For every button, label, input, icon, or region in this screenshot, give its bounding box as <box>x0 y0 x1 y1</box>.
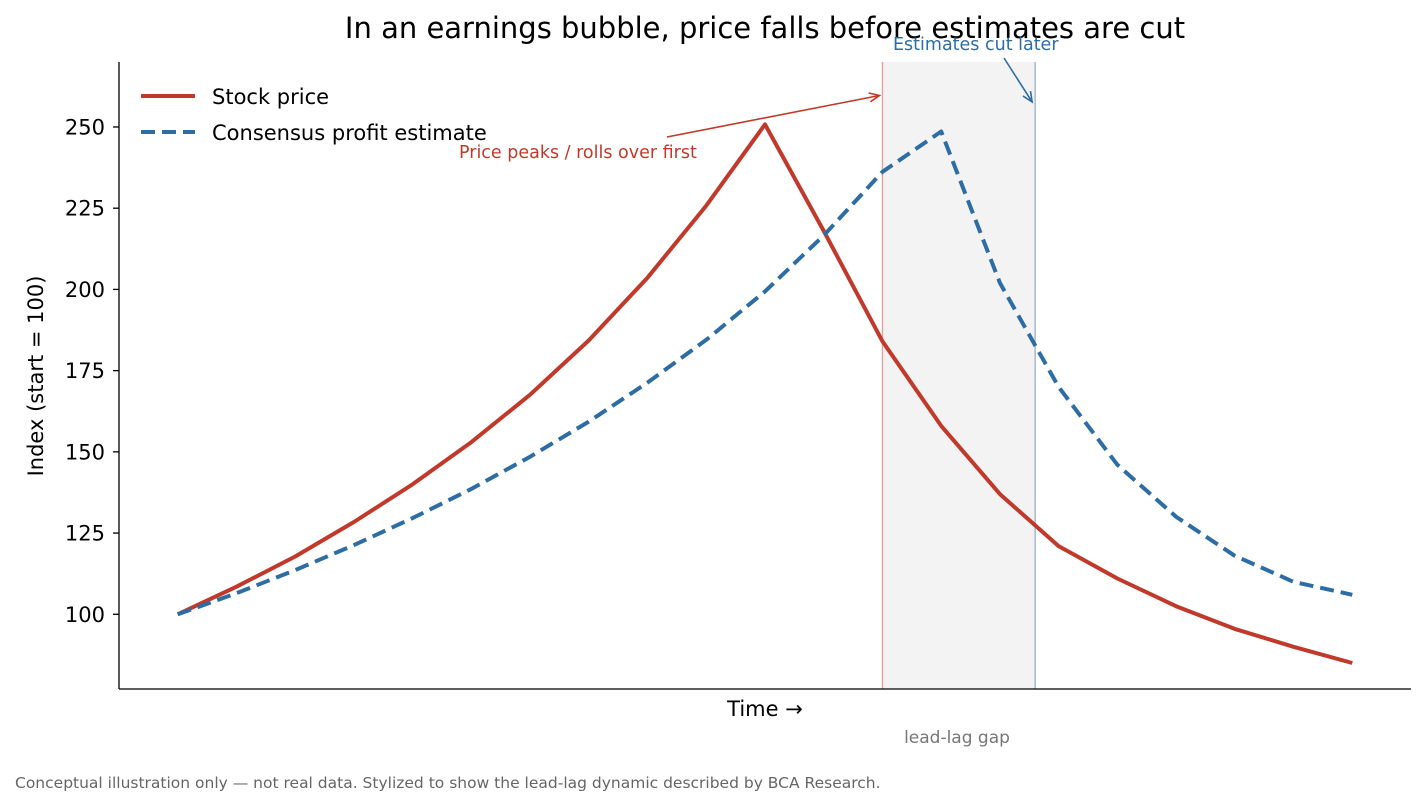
y-tick-label: 150 <box>65 440 105 464</box>
y-tick-label: 200 <box>65 278 105 302</box>
series-line-consensus-estimate <box>177 129 1353 617</box>
estimates-cut-annotation: Estimates cut later <box>893 35 1059 55</box>
chart-title: In an earnings bubble, price falls befor… <box>345 11 1185 45</box>
estimates-cut-arrow <box>1003 57 1033 103</box>
estimates-cut-arrow-head <box>1022 90 1034 104</box>
price-peak-arrow <box>666 94 880 138</box>
price-peak-arrow-head <box>868 92 882 103</box>
y-axis-label: Index (start = 100) <box>24 276 48 477</box>
y-tick-label: 175 <box>65 359 105 383</box>
y-tick-label: 250 <box>65 115 105 139</box>
highlight-label: lead-lag gap <box>904 728 1010 748</box>
plot-area <box>176 62 1353 689</box>
x-axis-label: Time → <box>726 697 803 721</box>
y-tick-label: 100 <box>65 603 105 627</box>
legend: Stock price Consensus profit estimate <box>141 85 487 145</box>
legend-label-stock-price: Stock price <box>212 85 329 109</box>
y-tick-label: 125 <box>65 522 105 546</box>
y-ticks: 100 125 150 175 200 225 250 <box>65 115 119 627</box>
annotations: Price peaks / rolls over first Estimates… <box>459 35 1059 163</box>
series-line-stock-price <box>176 122 1353 665</box>
price-peak-annotation: Price peaks / rolls over first <box>459 143 697 163</box>
y-tick-label: 225 <box>65 197 105 221</box>
legend-label-consensus-estimate: Consensus profit estimate <box>212 121 487 145</box>
footnote: Conceptual illustration only — not real … <box>15 774 881 792</box>
